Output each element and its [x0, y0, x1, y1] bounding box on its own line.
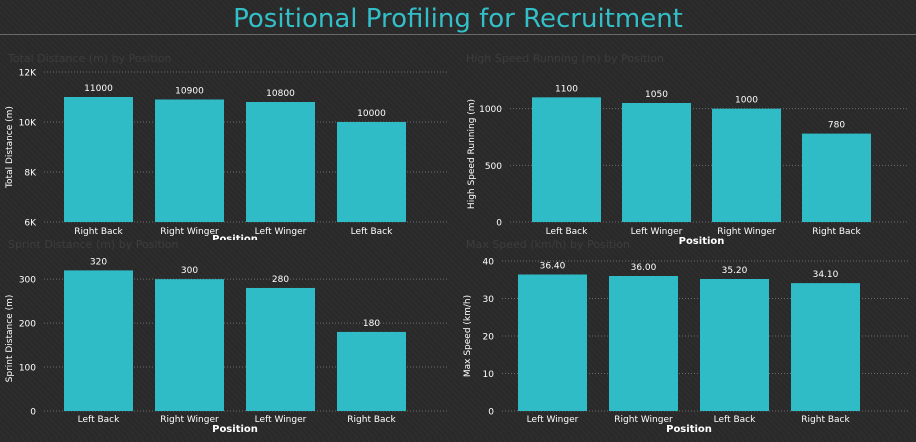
sprint-distance-y-tick-label: 100 — [19, 364, 36, 374]
sprint-distance-chart: 0 100 200 300 320 Left Back 300 Right Winger 280… — [5, 257, 448, 435]
high-speed-running-panel: High Speed Running (m) by Position 0 500 1… — [458, 48, 916, 248]
max-speed-data-label: 35.20 — [722, 266, 748, 276]
sprint-distance-data-label: 300 — [181, 266, 198, 276]
sprint-distance-x-tick-label: Left Winger — [255, 415, 307, 425]
high-speed-running-panel-title: High Speed Running (m) by Position — [466, 52, 664, 65]
sprint-distance-x-tick-label: Right Winger — [160, 415, 219, 425]
total-distance-y-tick-label: 8K — [24, 169, 37, 179]
max-speed-x-tick-label: Right Winger — [614, 415, 673, 425]
max-speed-panel-title: Max Speed (km/h) by Position — [466, 238, 630, 251]
high-speed-running-x-tick-label: Left Back — [546, 227, 588, 237]
sprint-distance-bar[interactable] — [246, 287, 315, 411]
sprint-distance-panel-title: Sprint Distance (m) by Position — [8, 238, 179, 251]
sprint-distance-x-tick-label: Right Back — [347, 415, 396, 425]
total-distance-x-tick-label: Left Winger — [255, 227, 307, 237]
max-speed-x-tick-label: Left Back — [714, 415, 756, 425]
total-distance-y-axis-title: Total Distance (m) — [5, 106, 15, 189]
total-distance-panel: Total Distance (m) by Position 6K 8K 10K 12… — [0, 48, 458, 245]
max-speed-bar[interactable] — [791, 283, 860, 411]
high-speed-running-x-tick-label: Right Winger — [717, 227, 776, 237]
total-distance-data-label: 10000 — [357, 109, 386, 119]
max-speed-y-tick-label: 30 — [483, 295, 495, 305]
max-speed-panel: Max Speed (km/h) by Position 0 10 20 30 40 36… — [458, 236, 916, 438]
max-speed-y-tick-label: 10 — [483, 370, 495, 380]
sprint-distance-x-tick-label: Left Back — [78, 415, 120, 425]
high-speed-running-bar[interactable] — [532, 97, 601, 222]
high-speed-running-x-tick-label: Right Back — [812, 227, 861, 237]
max-speed-bar[interactable] — [518, 274, 587, 412]
high-speed-running-y-axis-title: High Speed Running (m) — [467, 99, 477, 209]
max-speed-y-tick-label: 20 — [483, 333, 495, 343]
total-distance-x-tick-label: Left Back — [351, 227, 393, 237]
sprint-distance-y-tick-label: 300 — [19, 276, 36, 286]
total-distance-chart: 6K 8K 10K 12K 11000 Right Back 10900 Right Wing… — [5, 69, 448, 245]
high-speed-running-data-label: 1100 — [555, 84, 578, 94]
total-distance-y-tick-label: 6K — [24, 219, 37, 229]
high-speed-running-bar[interactable] — [802, 133, 871, 222]
sprint-distance-bar[interactable] — [337, 331, 406, 411]
total-distance-bar[interactable] — [246, 102, 315, 222]
total-distance-x-tick-label: Right Winger — [160, 227, 219, 237]
total-distance-y-tick-label: 10K — [19, 119, 37, 129]
max-speed-x-tick-label: Left Winger — [527, 415, 579, 425]
sprint-distance-y-tick-label: 200 — [19, 320, 36, 330]
max-speed-bar[interactable] — [609, 276, 678, 411]
high-speed-running-data-label: 780 — [828, 121, 845, 131]
high-speed-running-y-tick-label: 0 — [496, 219, 502, 229]
total-distance-x-axis-title: Position — [212, 234, 258, 240]
max-speed-bar[interactable] — [700, 279, 769, 411]
total-distance-panel-title: Total Distance (m) by Position — [8, 52, 172, 65]
high-speed-running-x-tick-label: Left Winger — [631, 227, 683, 237]
total-distance-y-tick-label: 12K — [19, 69, 37, 79]
sprint-distance-data-label: 320 — [90, 257, 107, 267]
total-distance-bar[interactable] — [155, 99, 224, 223]
total-distance-bar[interactable] — [337, 122, 406, 222]
max-speed-data-label: 34.10 — [813, 270, 839, 280]
total-distance-data-label: 10800 — [266, 89, 295, 99]
max-speed-x-tick-label: Right Back — [801, 415, 850, 425]
page-title: Positional Profiling for Recruitment — [233, 4, 683, 34]
title-divider — [0, 34, 916, 35]
total-distance-data-label: 10900 — [175, 87, 204, 97]
sprint-distance-y-axis-title: Sprint Distance (m) — [5, 295, 15, 383]
max-speed-y-axis-title: Max Speed (km/h) — [463, 295, 473, 377]
sprint-distance-bar[interactable] — [64, 270, 133, 411]
sprint-distance-data-label: 280 — [272, 275, 289, 285]
total-distance-x-tick-label: Right Back — [74, 227, 123, 237]
sprint-distance-x-axis-title: Position — [212, 424, 258, 435]
high-speed-running-data-label: 1000 — [735, 96, 758, 106]
high-speed-running-x-axis-title: Position — [679, 236, 725, 247]
high-speed-running-bar[interactable] — [622, 103, 691, 222]
high-speed-running-y-tick-label: 500 — [485, 162, 502, 172]
sprint-distance-panel: Sprint Distance (m) by Position 0 100 200 3… — [0, 236, 458, 438]
high-speed-running-bar[interactable] — [712, 108, 781, 222]
max-speed-data-label: 36.40 — [540, 262, 566, 272]
max-speed-chart: 0 10 20 30 40 36.40 Left Winger 36.00 Right Wing… — [463, 258, 908, 435]
high-speed-running-y-tick-label: 1000 — [479, 105, 502, 115]
total-distance-bar[interactable] — [64, 97, 133, 222]
sprint-distance-bar[interactable] — [155, 279, 224, 411]
high-speed-running-chart: 0 500 1000 1100 Left Back 1050 Left Winger 1000… — [467, 84, 908, 247]
high-speed-running-data-label: 1050 — [645, 90, 668, 100]
total-distance-data-label: 11000 — [84, 84, 113, 94]
max-speed-x-axis-title: Position — [666, 424, 712, 435]
sprint-distance-y-tick-label: 0 — [30, 408, 36, 418]
sprint-distance-data-label: 180 — [363, 319, 380, 329]
max-speed-y-tick-label: 0 — [488, 408, 494, 418]
max-speed-data-label: 36.00 — [631, 263, 657, 273]
max-speed-y-tick-label: 40 — [483, 258, 495, 268]
